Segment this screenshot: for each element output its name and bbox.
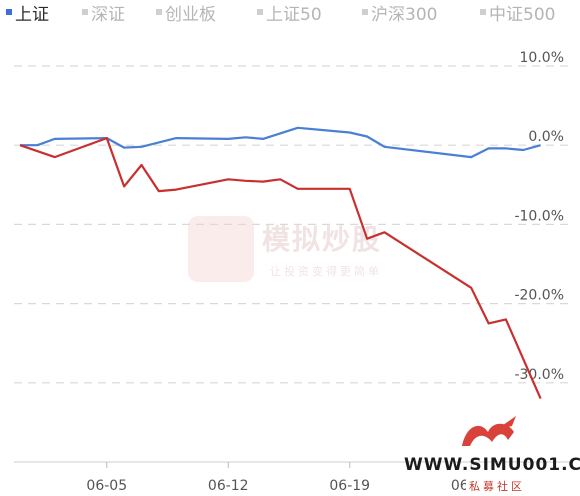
tab-label: 创业板	[165, 4, 216, 25]
tab-label: 中证500	[489, 4, 556, 25]
y-tick-label: -30.0%	[514, 367, 564, 383]
tab-swatch-icon	[257, 9, 263, 15]
y-tick-label: -20.0%	[514, 288, 564, 304]
y-tick-label: 0.0%	[528, 129, 564, 145]
tab-label: 上证	[15, 4, 49, 25]
tab-swatch-icon	[156, 9, 162, 15]
site-logo-icon	[462, 416, 516, 446]
watermark-logo-icon	[188, 216, 254, 282]
site-url: WWW.SIMU001.CN	[404, 455, 580, 475]
site-subtitle: 私募社区	[466, 478, 528, 494]
index-tab-bar: 上证 深证 创业板 上证50 沪深300 中证500	[0, 0, 580, 26]
tab-csi500[interactable]: 中证500	[480, 1, 556, 25]
watermark-subtitle: 让投资变得更简单	[270, 265, 382, 278]
tab-label: 沪深300	[371, 4, 438, 25]
x-tick-label: 06-12	[208, 478, 249, 494]
tab-csi300[interactable]: 沪深300	[362, 1, 438, 25]
tab-shanghai[interactable]: 上证	[6, 1, 49, 25]
x-tick-label: 06-05	[86, 478, 127, 494]
tab-swatch-icon	[6, 9, 12, 15]
tab-chinext[interactable]: 创业板	[156, 1, 216, 25]
tab-label: 深证	[91, 4, 125, 25]
index-series-line	[20, 126, 541, 159]
tab-sse50[interactable]: 上证50	[257, 1, 322, 25]
tab-label: 上证50	[266, 4, 322, 25]
watermark-title: 模拟炒股	[262, 223, 383, 256]
account-series-line	[19, 137, 542, 400]
tab-swatch-icon	[480, 9, 486, 15]
y-tick-label: -10.0%	[514, 208, 564, 224]
tab-swatch-icon	[362, 9, 368, 15]
y-tick-label: 10.0%	[520, 50, 564, 66]
tab-swatch-icon	[82, 9, 88, 15]
tab-shenzhen[interactable]: 深证	[82, 1, 125, 25]
x-tick-label: 06-19	[329, 478, 370, 494]
